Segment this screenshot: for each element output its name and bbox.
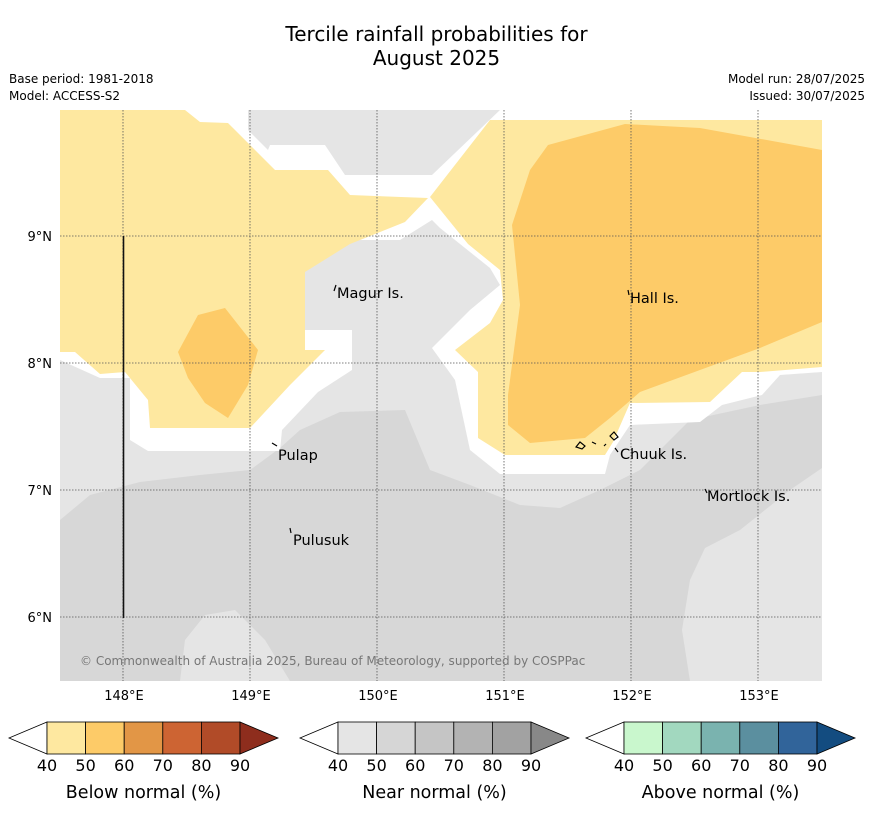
below-normal-50-west [178, 308, 258, 418]
latitude-labels: 9°N 8°N 7°N 6°N [28, 230, 53, 626]
near-normal-colorbar-tick: 90 [521, 756, 541, 775]
above-normal-colorbar-swatch [662, 721, 702, 755]
below-normal-colorbar-tick: 40 [37, 756, 57, 775]
near-normal-colorbar-tick: 80 [482, 756, 502, 775]
above-normal-colorbar-tick: 90 [807, 756, 827, 775]
near-normal-colorbar-swatch [453, 721, 493, 755]
longitude-labels: 148°E 149°E 150°E 151°E 152°E 153°E [104, 689, 779, 704]
near-normal-40-southeast [682, 468, 822, 681]
pulusuk-island-shape [289, 527, 292, 534]
below-normal-colorbar-high-cap [239, 721, 280, 755]
pulap-island-shape [271, 442, 278, 447]
near-normal-colorbar-high-cap [530, 721, 571, 755]
above-normal-colorbar-tick: 80 [768, 756, 788, 775]
near-normal-colorbar-swatch [491, 721, 532, 755]
near-normal-colorbar-tick: 70 [444, 756, 464, 775]
map-plot-area [60, 110, 822, 681]
place-label-mortlock: Mortlock Is. [707, 489, 790, 505]
above-normal-colorbar-tick: 40 [614, 756, 634, 775]
place-label-chuuk: Chuuk Is. [620, 447, 687, 463]
map-title: Tercile rainfall probabilities for Augus… [0, 22, 873, 70]
above-normal-colorbar-tick: 70 [730, 756, 750, 775]
place-labels: Magur Is. Hall Is. Pulap Chuuk Is. Mortl… [278, 286, 790, 549]
above-normal-colorbar-swatch [623, 721, 663, 755]
near-normal-colorbar-low-cap [298, 721, 339, 755]
near-normal-colorbar-title: Near normal (%) [362, 783, 507, 803]
meta-right: Model run: 28/07/2025 Issued: 30/07/2025 [728, 71, 865, 105]
below-normal-colorbar-low-cap [7, 721, 48, 755]
near-normal-colorbar-tick: 40 [328, 756, 348, 775]
above-normal-colorbar-swatch [739, 721, 779, 755]
lon-label-150e: 150°E [358, 689, 398, 704]
above-normal-colorbar-tick: 50 [652, 756, 672, 775]
place-label-pulusuk: Pulusuk [293, 533, 350, 549]
below-normal-40-west [60, 110, 428, 428]
above-normal-colorbar-swatch [700, 721, 741, 755]
below-normal-colorbar-title: Below normal (%) [66, 783, 221, 803]
colorbar-legends: 40 50 60 70 80 90 Below normal (%) 40 50 60 70 80 90… [7, 721, 857, 803]
near-normal-colorbar: 40 50 60 70 80 90 Near normal (%) [298, 721, 571, 803]
place-label-magur: Magur Is. [337, 286, 404, 302]
above-normal-colorbar-low-cap [584, 721, 625, 755]
chuuk-lagoon-shape [574, 431, 619, 453]
lat-label-8n: 8°N [28, 357, 53, 372]
below-normal-colorbar-swatch [123, 721, 164, 755]
near-normal-colorbar-swatch [414, 721, 455, 755]
above-normal-colorbar-swatch [778, 721, 818, 755]
issued-date: Issued: 30/07/2025 [749, 89, 865, 103]
below-normal-colorbar-swatch [85, 721, 125, 755]
lat-label-7n: 7°N [28, 484, 53, 499]
above-normal-colorbar-tick: 60 [691, 756, 711, 775]
near-normal-40-southwest [180, 610, 290, 681]
copyright-notice: © Commonwealth of Australia 2025, Bureau… [80, 654, 585, 668]
near-normal-colorbar-swatch [376, 721, 416, 755]
near-normal-colorbar-swatch [337, 721, 377, 755]
below-normal-colorbar-swatch [200, 721, 241, 755]
above-normal-colorbar-high-cap [816, 721, 857, 755]
hall-island-shape [627, 289, 630, 296]
near-normal-colorbar-tick: 60 [405, 756, 425, 775]
below-normal-colorbar-tick: 60 [114, 756, 134, 775]
below-normal-colorbar-tick: 90 [230, 756, 250, 775]
mortlock-island-shape [704, 488, 708, 494]
title-line-1: Tercile rainfall probabilities for [285, 22, 588, 46]
lon-label-152e: 152°E [612, 689, 652, 704]
below-normal-colorbar-tick: 50 [75, 756, 95, 775]
model-run: Model run: 28/07/2025 [727, 72, 865, 86]
above-normal-colorbar: 40 50 60 70 80 90 Above normal (%) [584, 721, 857, 803]
below-normal-colorbar-swatch [162, 721, 202, 755]
base-period: Base period: 1981-2018 [9, 72, 154, 86]
title-line-2: August 2025 [372, 46, 501, 70]
magur-island-shape [333, 284, 337, 292]
lon-label-151e: 151°E [485, 689, 525, 704]
below-normal-colorbar-swatch [46, 721, 86, 755]
model-name: Model: ACCESS-S2 [9, 89, 121, 103]
island-markers [271, 284, 708, 534]
lon-label-149e: 149°E [231, 689, 271, 704]
place-label-pulap: Pulap [278, 448, 318, 464]
below-normal-colorbar-tick: 80 [191, 756, 211, 775]
lat-label-6n: 6°N [28, 611, 53, 626]
lat-label-9n: 9°N [28, 230, 53, 245]
below-normal-colorbar: 40 50 60 70 80 90 Below normal (%) [7, 721, 280, 803]
above-normal-colorbar-title: Above normal (%) [642, 783, 800, 803]
meta-left: Base period: 1981-2018 Model: ACCESS-S2 [9, 71, 154, 105]
near-normal-colorbar-tick: 50 [366, 756, 386, 775]
place-label-hall: Hall Is. [630, 291, 679, 307]
lon-label-148e: 148°E [104, 689, 144, 704]
below-normal-colorbar-tick: 70 [153, 756, 173, 775]
lon-label-153e: 153°E [739, 689, 779, 704]
